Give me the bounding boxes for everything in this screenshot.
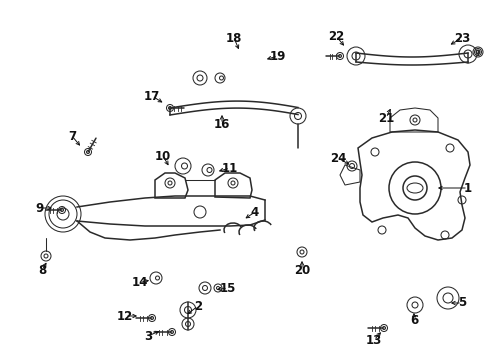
Text: 20: 20 — [293, 264, 309, 276]
Text: 12: 12 — [117, 310, 133, 323]
Text: 22: 22 — [327, 30, 344, 42]
Text: 17: 17 — [143, 90, 160, 103]
Text: 14: 14 — [132, 275, 148, 288]
Text: 6: 6 — [409, 314, 417, 327]
Text: 3: 3 — [143, 329, 152, 342]
Text: 10: 10 — [155, 149, 171, 162]
Text: 15: 15 — [220, 282, 236, 294]
Text: 7: 7 — [68, 130, 76, 143]
Text: 1: 1 — [463, 181, 471, 194]
Text: 21: 21 — [377, 112, 393, 125]
Text: 23: 23 — [453, 31, 469, 45]
Text: 9: 9 — [36, 202, 44, 215]
Text: 4: 4 — [250, 206, 259, 219]
Text: 11: 11 — [222, 162, 238, 175]
Text: 16: 16 — [213, 117, 230, 130]
Text: 24: 24 — [329, 152, 346, 165]
Text: 19: 19 — [269, 49, 285, 63]
Text: 5: 5 — [457, 297, 465, 310]
Text: 18: 18 — [225, 31, 242, 45]
Text: 13: 13 — [365, 333, 381, 346]
Text: 8: 8 — [38, 264, 46, 276]
Text: 2: 2 — [194, 300, 202, 312]
